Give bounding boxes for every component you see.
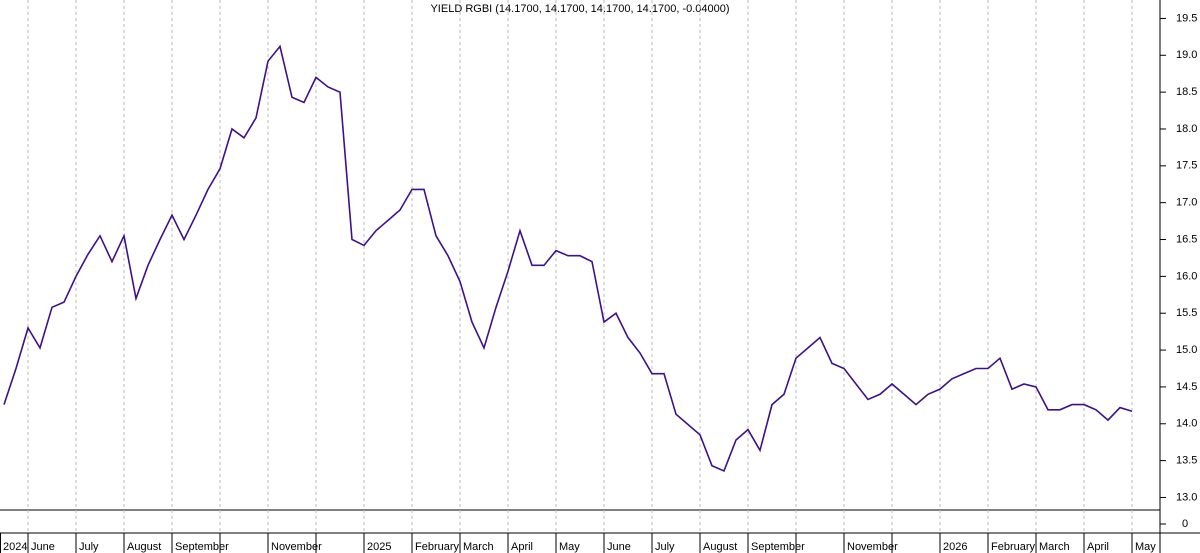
x-tick-label: 2026: [943, 541, 967, 553]
x-tick-label: April: [511, 541, 533, 553]
x-tick-label: April: [1087, 541, 1109, 553]
x-tick-label: March: [1039, 541, 1070, 553]
chart-title: YIELD RGBI (14.1700, 14.1700, 14.1700, 1…: [430, 3, 729, 15]
x-tick-label: 2025: [367, 541, 391, 553]
y-tick-label: 19.5: [1176, 12, 1197, 24]
y-tick-label: 15.0: [1176, 344, 1197, 356]
price-line: [3, 44, 1133, 473]
y-tick-label: 14.5: [1176, 381, 1197, 393]
x-tick-label: November: [847, 541, 898, 553]
y-tick-label: 19.0: [1176, 49, 1197, 61]
x-tick-label: June: [607, 541, 631, 553]
x-tick-label: February: [991, 541, 1036, 553]
x-tick-label: June: [31, 541, 55, 553]
x-tick-label: August: [127, 541, 161, 553]
y-tick-label: 18.0: [1176, 123, 1197, 135]
y-tick-label: 13.0: [1176, 491, 1197, 503]
y-tick-label: 17.0: [1176, 197, 1197, 209]
x-tick-label: August: [703, 541, 737, 553]
y-tick-label: 16.0: [1176, 270, 1197, 282]
y-tick-label: 15.5: [1176, 307, 1197, 319]
y-tick-label: 16.5: [1176, 233, 1197, 245]
x-tick-label: May: [559, 541, 580, 553]
x-tick-label: November: [271, 541, 322, 553]
x-tick-label: March: [463, 541, 494, 553]
y-tick-label: 0: [1182, 518, 1188, 530]
y-tick-label: 18.5: [1176, 86, 1197, 98]
x-tick-label: February: [415, 541, 460, 553]
y-tick-label: 13.5: [1176, 455, 1197, 467]
x-tick-label: September: [175, 541, 229, 553]
x-tick-label: September: [751, 541, 805, 553]
y-tick-label: 17.5: [1176, 160, 1197, 172]
x-tick-label: May: [1135, 541, 1156, 553]
x-tick-label: July: [79, 541, 99, 553]
x-tick-label: July: [655, 541, 675, 553]
y-tick-label: 14.0: [1176, 418, 1197, 430]
x-tick-label: 2024: [3, 541, 27, 553]
